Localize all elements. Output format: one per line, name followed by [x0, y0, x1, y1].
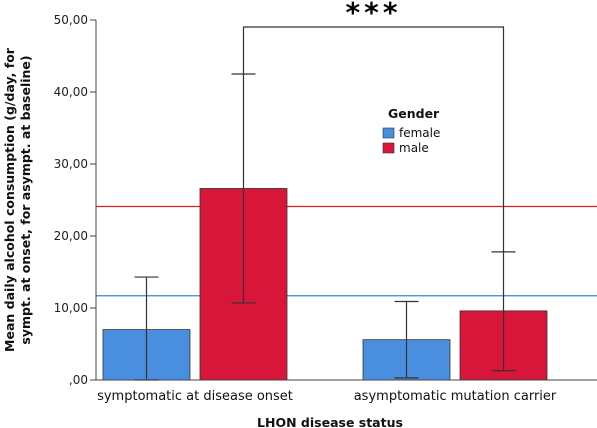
significance-bracket-line — [242, 26, 505, 252]
legend-swatch-female — [382, 127, 395, 139]
legend-label-male: male — [399, 141, 429, 155]
y-tick-label: 10,00 — [54, 301, 88, 315]
legend-title: Gender — [388, 106, 440, 121]
axis-titles: LHON disease status Mean daily alcohol co… — [2, 47, 403, 428]
y-tick-label: 20,00 — [54, 229, 88, 243]
reference-lines — [96, 205, 597, 297]
legend-label-female: female — [399, 126, 440, 140]
significance-label: *** — [346, 0, 402, 29]
x-axis-title: LHON disease status — [257, 415, 403, 428]
significance-bracket: *** — [242, 0, 505, 252]
y-tick-label: 50,00 — [54, 13, 88, 27]
x-category-label: symptomatic at disease onset — [97, 389, 293, 404]
bars — [102, 188, 548, 381]
x-category-label: asymptomatic mutation carrier — [354, 389, 557, 404]
y-axis-title-line-2: sympt. at onset, for asympt. at baseline… — [18, 55, 33, 344]
error-bars — [134, 73, 516, 381]
y-tick-label: 40,00 — [54, 85, 88, 99]
y-tick-label: 30,00 — [54, 157, 88, 171]
y-tick-label: ,00 — [69, 373, 88, 387]
axes — [95, 20, 597, 381]
y-axis-title-line-1: Mean daily alcohol consumption (g/day, f… — [2, 47, 17, 352]
y-axis-ticks: ,00 10,00 20,00 30,00 40,00 50,00 — [54, 13, 96, 387]
x-axis-categories: symptomatic at disease onset asymptomatic… — [97, 389, 557, 404]
legend-swatch-male — [382, 142, 395, 154]
